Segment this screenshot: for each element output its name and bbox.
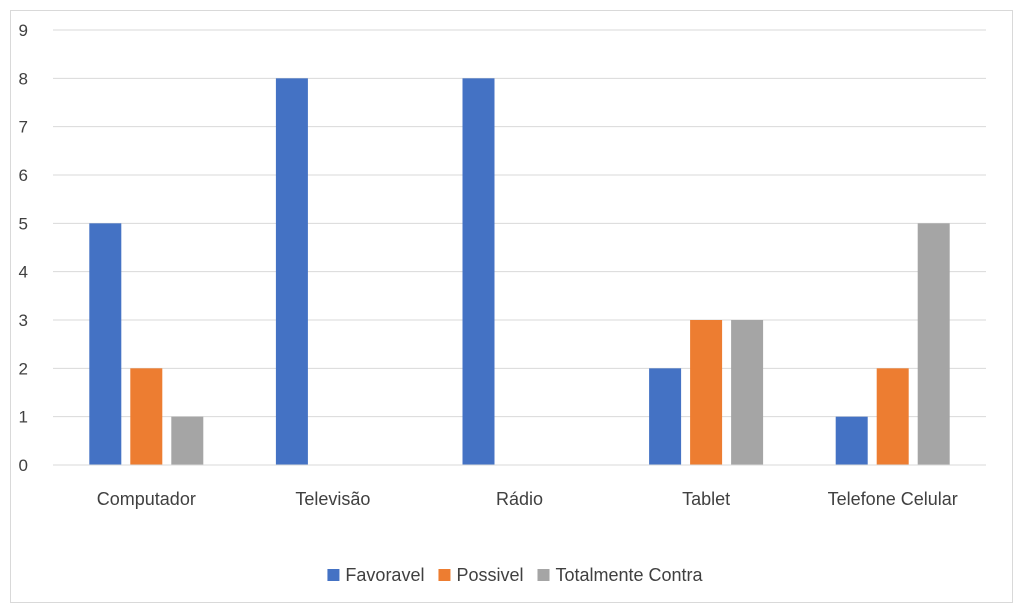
legend-label: Favoravel bbox=[345, 565, 424, 585]
x-category-label: Tablet bbox=[682, 489, 730, 509]
y-tick-label: 3 bbox=[19, 311, 28, 330]
bar-televisão-favoravel bbox=[275, 78, 308, 465]
legend-swatch bbox=[438, 569, 451, 581]
bars bbox=[89, 78, 950, 465]
gridlines bbox=[53, 29, 986, 418]
bar-computador-favoravel bbox=[89, 223, 122, 465]
bar-computador-totalmente-contra bbox=[171, 416, 204, 465]
legend-item-favoravel: Favoravel bbox=[327, 565, 424, 585]
bar-telefone-celular-favoravel bbox=[835, 416, 868, 465]
bar-tablet-possivel bbox=[690, 320, 723, 465]
y-tick-label: 8 bbox=[19, 69, 28, 88]
y-tick-label: 5 bbox=[19, 214, 28, 233]
x-category-label: Telefone Celular bbox=[828, 489, 958, 509]
bar-telefone-celular-totalmente-contra bbox=[917, 223, 950, 465]
x-category-label: Computador bbox=[97, 489, 196, 509]
x-axis-category-labels: Computador Televisão Rádio Tablet Telefone C… bbox=[97, 489, 958, 509]
bar-telefone-celular-possivel bbox=[876, 368, 909, 465]
y-tick-label: 1 bbox=[19, 408, 28, 427]
legend-swatch bbox=[537, 569, 550, 581]
legend-item-totalmente-contra: Totalmente Contra bbox=[537, 565, 704, 585]
bar-rádio-favoravel bbox=[462, 78, 495, 465]
y-tick-label: 0 bbox=[19, 456, 28, 475]
legend-label: Possivel bbox=[456, 565, 523, 585]
chart-frame bbox=[10, 10, 1013, 603]
legend-swatch bbox=[327, 569, 340, 581]
y-tick-label: 9 bbox=[19, 21, 28, 40]
x-category-label: Televisão bbox=[295, 489, 370, 509]
legend-item-possivel: Possivel bbox=[438, 565, 523, 585]
y-tick-label: 6 bbox=[19, 166, 28, 185]
y-tick-label: 7 bbox=[19, 118, 28, 137]
bar-tablet-totalmente-contra bbox=[731, 320, 764, 465]
y-axis-tick-labels: 0 1 2 3 4 5 6 7 8 9 bbox=[19, 21, 28, 475]
y-tick-label: 2 bbox=[19, 359, 28, 378]
y-tick-label: 4 bbox=[19, 263, 28, 282]
legend-label: Totalmente Contra bbox=[555, 565, 703, 585]
bar-tablet-favoravel bbox=[649, 368, 682, 465]
x-category-label: Rádio bbox=[496, 489, 543, 509]
bar-computador-possivel bbox=[130, 368, 163, 465]
legend: Favoravel Possivel Totalmente Contra bbox=[327, 565, 704, 585]
